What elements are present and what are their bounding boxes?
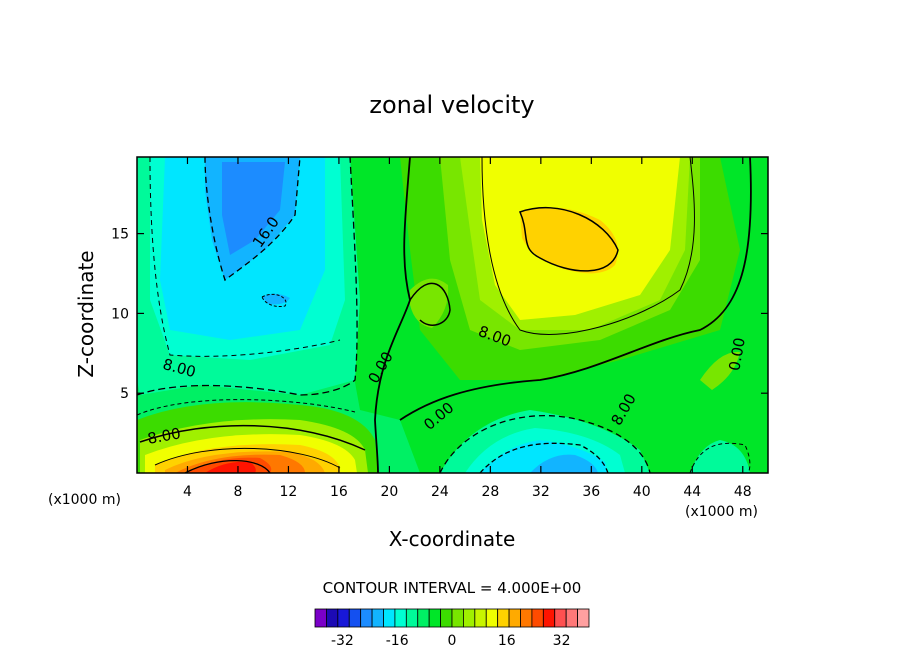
x-tick-label: 44 — [683, 484, 701, 500]
colorbar-ticks: -32 -16 0 16 32 — [331, 633, 571, 649]
colorbar-swatch — [383, 608, 396, 628]
colorbar-swatch — [451, 608, 464, 628]
chart-title: zonal velocity — [369, 91, 534, 119]
colorbar-tick-label: 16 — [498, 633, 516, 649]
y-tick-label: 15 — [111, 227, 129, 243]
contour-fill — [205, 461, 256, 473]
colorbar-swatch — [314, 608, 327, 628]
plot-area: 16.0 8.00 8.00 0.00 0.00 8.00 8.00 0.00 — [137, 157, 768, 473]
colorbar — [314, 608, 590, 628]
contour-label: 0.00 — [725, 336, 749, 372]
colorbar-swatch — [542, 608, 556, 628]
colorbar-swatch — [463, 608, 476, 628]
x-unit-left: (x1000 m) — [48, 492, 121, 508]
colorbar-swatch — [440, 608, 453, 628]
colorbar-swatch — [520, 608, 533, 628]
x-tick-label: 40 — [633, 484, 651, 500]
x-tick-label: 28 — [481, 484, 499, 500]
x-tick-label: 20 — [380, 484, 398, 500]
colorbar-swatch — [554, 608, 567, 628]
contour-fill — [520, 207, 618, 274]
colorbar-swatch — [360, 608, 373, 628]
colorbar-swatch — [417, 608, 430, 628]
x-tick-label: 48 — [734, 484, 752, 500]
colorbar-swatch — [485, 608, 499, 628]
colorbar-tick-label: 32 — [553, 633, 571, 649]
colorbar-tick-label: -32 — [331, 633, 354, 649]
colorbar-swatch — [474, 608, 487, 628]
colorbar-swatch — [337, 608, 350, 628]
colorbar-tick-label: -16 — [386, 633, 409, 649]
y-tick-label: 10 — [111, 306, 129, 322]
contour-fill — [410, 278, 449, 328]
contour-fill — [530, 454, 598, 473]
colorbar-swatch — [348, 608, 362, 628]
x-tick-label: 12 — [280, 484, 298, 500]
y-axis: 5 10 15 — [111, 227, 768, 402]
x-tick-label: 8 — [233, 484, 242, 500]
x-unit-right: (x1000 m) — [685, 504, 758, 520]
y-axis-label: Z-coordinate — [74, 250, 98, 377]
x-axis-label: X-coordinate — [389, 527, 516, 551]
colorbar-swatch — [394, 608, 407, 628]
colorbar-swatch — [577, 608, 590, 628]
x-tick-label: 24 — [431, 484, 449, 500]
y-tick-label: 5 — [120, 386, 129, 402]
contour-lines — [137, 157, 752, 473]
colorbar-swatch — [428, 608, 441, 628]
x-tick-label: 32 — [532, 484, 550, 500]
colorbar-swatch — [405, 608, 419, 628]
colorbar-tick-label: 0 — [448, 633, 457, 649]
colorbar-swatch — [497, 608, 510, 628]
colorbar-swatch — [508, 608, 521, 628]
contour-fill — [262, 293, 290, 305]
x-axis: 4 8 12 16 20 24 28 32 36 40 44 48 — [183, 157, 752, 500]
colorbar-swatch — [565, 608, 578, 628]
colorbar-swatch — [371, 608, 384, 628]
x-tick-label: 36 — [582, 484, 600, 500]
plot-frame — [136, 156, 769, 474]
contour-fill — [690, 440, 750, 473]
colorbar-swatch — [326, 608, 339, 628]
contour-fill — [700, 351, 740, 390]
colorbar-swatch — [531, 608, 544, 628]
x-tick-label: 16 — [330, 484, 348, 500]
x-tick-label: 4 — [183, 484, 192, 500]
contour-fill — [222, 162, 285, 255]
contour-label: 8.00 — [146, 424, 182, 448]
contour-interval-text: CONTOUR INTERVAL = 4.000E+00 — [323, 579, 582, 597]
